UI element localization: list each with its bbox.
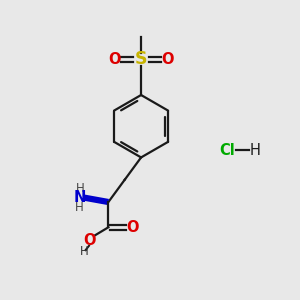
Text: N: N [74,190,86,205]
Text: H: H [80,245,89,258]
Text: O: O [162,52,174,67]
Text: Cl: Cl [219,142,235,158]
Text: O: O [83,233,96,248]
Text: O: O [108,52,121,67]
Text: O: O [126,220,138,235]
Text: H: H [250,142,261,158]
Text: S: S [135,50,147,68]
Text: H: H [76,182,85,194]
Text: H: H [75,201,83,214]
